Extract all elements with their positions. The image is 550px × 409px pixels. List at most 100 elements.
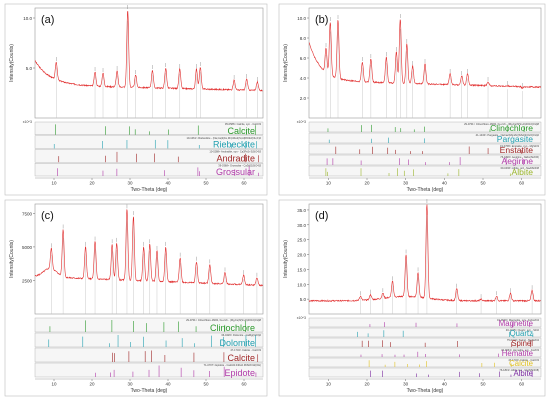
phase-strip-box — [308, 327, 542, 338]
phase-pdf-label: 05-0586> Calcite, syn - CaCO3 — [225, 122, 262, 126]
phase-strip-3: 39-0368> Grossular - Ca3Al2(SiO4)3Grossu… — [34, 163, 264, 177]
phase-strip-box — [34, 121, 264, 135]
x-axis-label: Two-Theta (deg) — [131, 388, 168, 394]
phase-name: Andradite — [216, 153, 255, 163]
x-tick-label: 50 — [203, 382, 209, 387]
phase-pdf-label: 76-1820> Aegirine - NaFe(Si2O6) — [500, 155, 539, 159]
phase-strip-box — [34, 135, 264, 149]
x-tick-label: 10 — [326, 382, 332, 387]
diffraction-curve — [34, 209, 263, 287]
panel-1: (b) 2.0 4.0 6.0 8.0 10.0 Intensity(Counts) x10^… — [278, 3, 546, 196]
x-tick-label: 20 — [89, 382, 95, 387]
y-tick-label: 2500 — [22, 278, 33, 283]
y-tick-label: 10.0 — [297, 16, 306, 21]
phase-pdf-label: 19-1061> Riebeckite - (Na,Ca)2(Fe,Mn)3Fe… — [187, 136, 262, 140]
phase-strip-box — [308, 121, 542, 133]
panel-label: (b) — [315, 14, 328, 26]
phase-name: Calcite — [509, 359, 533, 368]
y-tick-label: 7500 — [22, 211, 33, 216]
phase-pdf-label: 10-0288> Andradite, syn - Ca3Fe2+3(SiO4)… — [209, 150, 261, 154]
y-tick-label: 6.0 — [300, 56, 307, 61]
y-tick-label: 5.0 — [300, 297, 307, 302]
y-tick-label: 2.0 — [300, 96, 307, 101]
diffraction-curve — [308, 19, 541, 90]
phase-strip-box — [34, 149, 264, 163]
plot-area — [308, 203, 542, 315]
y-axis-label: Intensity(Counts) — [283, 240, 289, 278]
x-tick-label: 60 — [241, 382, 247, 387]
phase-name: Hematite — [502, 349, 533, 358]
x-axis-label: Two-Theta (deg) — [131, 187, 168, 193]
x-tick-label: 60 — [241, 181, 247, 186]
x-tick-label: 40 — [165, 181, 171, 186]
phase-pdf-label: 76-1819> Albite low - Na(AlSi3O8) — [499, 368, 539, 372]
phase-name: Magnetite — [499, 319, 533, 328]
x-tick-label: 50 — [480, 382, 486, 387]
phase-strip-3: 76-1820> Aegirine - NaFe(Si2O6)Aegirine — [308, 154, 542, 166]
phase-strip-box — [308, 154, 542, 166]
y-axis-label: Intensity(Counts) — [283, 44, 289, 82]
y-tick-label: 25.0 — [297, 238, 306, 243]
phase-strip-box — [308, 347, 542, 358]
phase-name: Epidote — [224, 368, 255, 378]
x-tick-label: 30 — [403, 181, 409, 186]
x-tick-label: 10 — [51, 181, 57, 186]
y-tick-label: 8.0 — [300, 36, 307, 41]
phase-name: Grossular — [216, 167, 255, 177]
phase-pdf-label: 46-1045> Quartz, syn - SiO2 — [506, 328, 540, 332]
phase-pdf-label: 33-0664> Hematite, syn - Fe2O3 — [501, 348, 539, 352]
y-axis-label: Intensity(Counts) — [9, 240, 15, 278]
x-axis-label: Two-Theta (deg) — [407, 388, 444, 394]
phase-pdf-label: 71-0707> Epidote - Ca2Al2.04Fe0.96Si3O12… — [204, 363, 261, 367]
y-unit-label: x10^3 — [297, 316, 306, 320]
y-tick-label: 20.0 — [297, 253, 306, 258]
x-tick-label: 40 — [165, 382, 171, 387]
y-tick-label: 5.0 — [26, 66, 33, 71]
panel-label: (a) — [41, 14, 54, 26]
panel-frame — [278, 199, 546, 397]
phase-pdf-label: 09-0466> Albite, ord - NaAlSi3O8 — [501, 166, 540, 170]
x-tick-label: 30 — [403, 382, 409, 387]
phase-name: Riebeckite — [213, 140, 255, 150]
x-tick-label: 20 — [89, 181, 95, 186]
y-tick-label: 5000 — [22, 245, 33, 250]
x-tick-label: 30 — [127, 382, 133, 387]
y-tick-label: 10.0 — [297, 282, 306, 287]
phase-strip-box — [308, 357, 542, 368]
phase-name: Enstatite — [500, 145, 534, 155]
diffraction-curve — [34, 11, 263, 92]
panel-frame — [4, 3, 268, 196]
phase-pdf-label: 19-0768> Enstatite, syn - MgSiO3 — [500, 144, 540, 148]
y-tick-label: 30.0 — [297, 223, 306, 228]
panel-0: (a)5.010.0Intensity(Counts)x10^305-0586>… — [4, 3, 268, 196]
phase-strip-1: 19-1061> Riebeckite - (Na,Ca)2(Fe,Mn)3Fe… — [34, 135, 264, 150]
phase-strip-0: 29-0701> Clinochlore-1MIIb, Fe-rich - (M… — [34, 317, 264, 333]
phase-strip-box — [34, 317, 264, 333]
phase-name: Aegirine — [502, 156, 534, 166]
panel-3: (d) 5.0 10.0 15.0 20.0 25.0 30.0 35.0 Intensity(… — [278, 199, 546, 397]
phase-strip-box — [34, 347, 264, 363]
phase-pdf-label: 47-1743> Calcite - CaCO3 — [230, 348, 261, 352]
panel-2: (c) 2500 5000 7500 Intensity(Counts) 29-0701>… — [4, 199, 268, 397]
x-tick-label: 30 — [127, 181, 133, 186]
phase-strip-box — [308, 132, 542, 144]
x-tick-label: 10 — [326, 181, 332, 186]
y-tick-label: 10.0 — [23, 16, 32, 21]
phase-strip-1: 41-1430> Pargasite - NaCa2(Mg4Al)(Si6Al2… — [308, 132, 542, 144]
y-unit-label: x10^3 — [23, 120, 32, 124]
panel-frame — [4, 199, 268, 397]
phase-strip-box — [308, 165, 542, 177]
phase-strip-box — [308, 367, 542, 378]
phase-name: Dolomite — [219, 338, 255, 348]
phase-strip-box — [34, 163, 264, 177]
phase-name: Clinochlore — [490, 123, 533, 133]
x-tick-label: 50 — [203, 181, 209, 186]
x-tick-label: 10 — [51, 382, 57, 387]
x-tick-label: 40 — [442, 181, 448, 186]
